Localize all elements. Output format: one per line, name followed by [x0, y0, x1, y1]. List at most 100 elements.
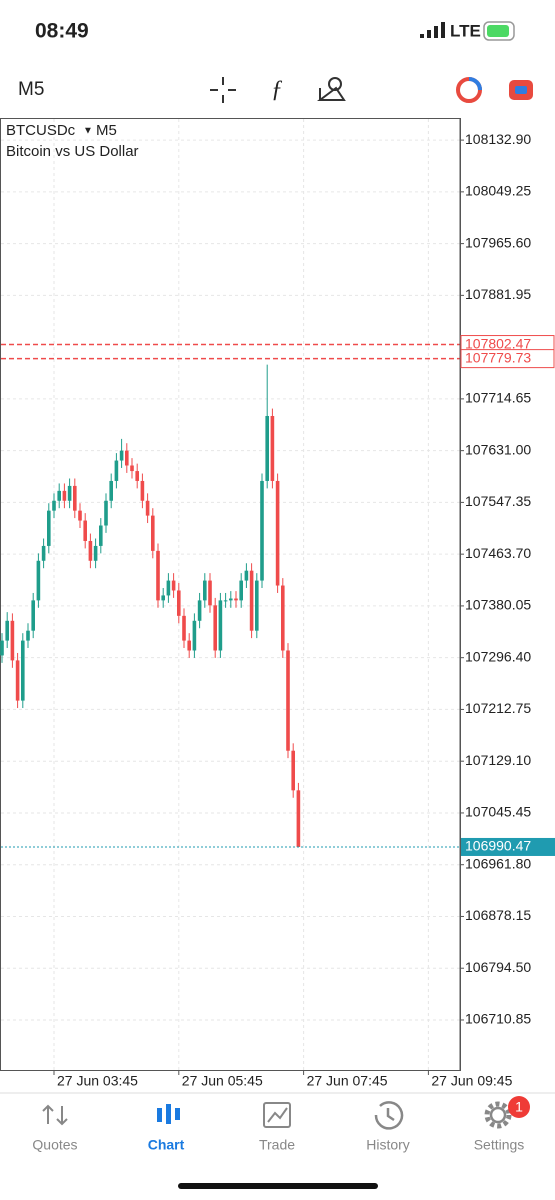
badge-count: 1 — [515, 1099, 523, 1115]
candle-body — [218, 600, 223, 651]
crosshair-button[interactable] — [210, 77, 236, 103]
plot — [0, 343, 460, 848]
order-label: 107802.47 — [465, 335, 531, 351]
history-icon — [374, 1101, 404, 1130]
candle-body — [57, 490, 61, 501]
y-tick-label: 107380.05 — [465, 597, 531, 613]
candle-body — [177, 590, 181, 616]
clock: 08:49 — [35, 20, 89, 43]
order-label-box — [460, 349, 555, 369]
chart-timeframe: M5 — [96, 122, 117, 139]
window-button-inner — [515, 86, 527, 94]
candle-body — [223, 600, 228, 602]
dropdown-arrow[interactable]: ▼ — [83, 126, 93, 137]
candle-body — [109, 480, 113, 501]
quotes-icon — [42, 1104, 68, 1126]
y-tick-label: 107965.60 — [465, 234, 531, 250]
candle-body — [10, 620, 15, 661]
y-tick-label: 107129.10 — [465, 752, 531, 768]
order-label: 107779.73 — [465, 349, 531, 365]
candle-body — [161, 595, 165, 601]
candle-body — [15, 660, 20, 701]
candle-body — [166, 580, 171, 596]
chart-icon — [157, 1104, 180, 1124]
candle-body — [197, 600, 202, 621]
y-tick-label: 106794.50 — [465, 959, 531, 975]
tab-label[interactable]: Quotes — [32, 1137, 77, 1153]
candle-body — [213, 605, 217, 651]
candle-body — [275, 480, 280, 586]
candle-body — [67, 485, 72, 501]
candle-body — [260, 480, 264, 581]
indicators-button[interactable]: ƒ — [271, 77, 283, 103]
tab-label[interactable]: History — [366, 1137, 410, 1153]
candle-body — [62, 490, 67, 501]
candle-body — [281, 585, 285, 651]
candle-body — [270, 415, 275, 481]
current-price-box — [461, 837, 555, 856]
current-price-label: 106990.47 — [465, 838, 531, 854]
candle-body — [229, 598, 233, 601]
objects-button[interactable] — [317, 77, 346, 101]
tab-label[interactable]: Settings — [474, 1137, 525, 1153]
y-tick-label: 107296.40 — [465, 648, 531, 664]
candle-body — [78, 510, 82, 521]
candle-body — [47, 510, 51, 546]
price-axis: 108132.90 108049.25 107965.60 107881.95 1077… — [53, 119, 555, 1089]
x-tick-label: 27 Jun 05:45 — [182, 1073, 263, 1089]
candle-body — [239, 580, 243, 601]
y-tick-label: 107714.65 — [465, 390, 531, 406]
candle-body — [114, 460, 119, 481]
candle-body — [140, 480, 145, 501]
candle-body — [52, 500, 56, 511]
candle-body — [99, 525, 103, 546]
x-tick-label: 27 Jun 07:45 — [307, 1073, 388, 1089]
candle-body — [249, 570, 254, 631]
y-tick-label: 107212.75 — [465, 700, 531, 716]
candle-body — [203, 580, 207, 601]
candle-body — [208, 580, 212, 606]
y-tick-label: 107463.70 — [465, 545, 531, 561]
tab-bar: 1 Quotes Chart Trade History Settings — [32, 1096, 530, 1153]
candle-body — [125, 450, 129, 466]
candle-body — [21, 640, 25, 701]
x-tick-label: 27 Jun 09:45 — [431, 1073, 512, 1089]
candle-body — [151, 515, 155, 551]
candle-body — [192, 620, 197, 651]
timeframe-button[interactable]: M5 — [18, 79, 44, 100]
candle-body — [119, 450, 124, 461]
candle-body — [255, 580, 259, 631]
grid — [1, 119, 460, 1070]
tab-label[interactable]: Trade — [259, 1137, 295, 1153]
badge — [508, 1096, 530, 1118]
y-tick-label: 106961.80 — [465, 855, 531, 871]
candle-body — [291, 750, 295, 791]
battery-level — [487, 25, 509, 37]
candle-body — [26, 630, 30, 641]
candle-body — [265, 415, 269, 481]
candle-body — [135, 471, 139, 481]
tab-label[interactable]: Chart — [148, 1137, 185, 1153]
candle-body — [171, 580, 176, 591]
candle-body — [104, 500, 108, 526]
candle-body — [182, 615, 186, 641]
y-tick-label: 108132.90 — [465, 131, 531, 147]
network: LTE — [450, 21, 481, 40]
candle-body — [93, 545, 98, 561]
y-tick-label: 107045.45 — [465, 804, 531, 820]
candle-body — [88, 540, 93, 561]
candle-body — [234, 598, 238, 601]
candle-body — [187, 640, 191, 651]
candle-body — [5, 620, 9, 641]
candle-body — [286, 650, 290, 751]
x-tick-label: 27 Jun 03:45 — [57, 1073, 138, 1089]
candle-body — [41, 545, 46, 561]
candle-body — [244, 570, 249, 581]
candle-body — [0, 640, 4, 656]
candle-body — [36, 560, 41, 601]
candle-body — [83, 520, 87, 541]
y-tick-label: 107881.95 — [465, 286, 531, 302]
candle-body — [31, 600, 35, 631]
